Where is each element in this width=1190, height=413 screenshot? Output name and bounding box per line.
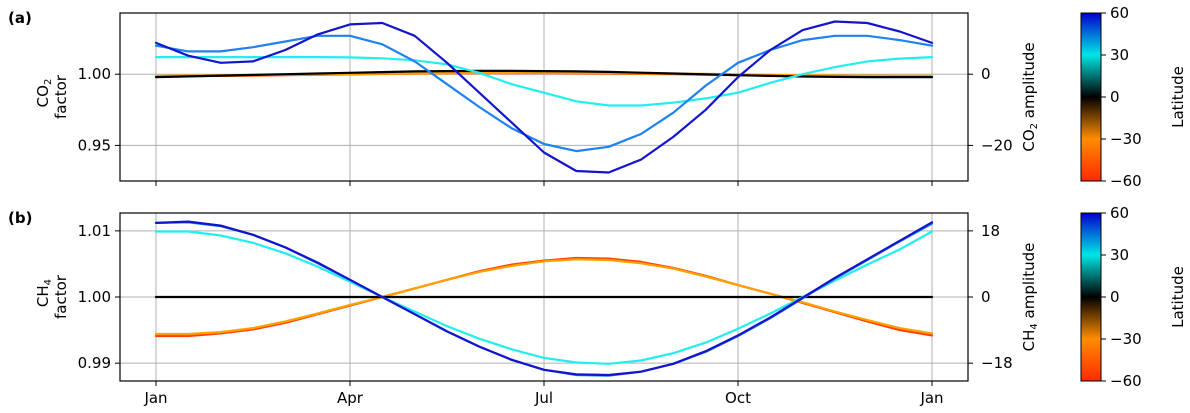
colorbar-tick-label: 30 <box>1110 46 1129 64</box>
x-tick-label: Jan <box>919 389 943 407</box>
colorbar-tick-label: −30 <box>1110 130 1142 148</box>
x-tick-label: Apr <box>337 389 364 407</box>
colorbar-tick-label: −60 <box>1110 372 1142 390</box>
series-line <box>154 258 934 336</box>
colorbar-gradient <box>1080 12 1102 182</box>
colorbar-0: 60 30 0 −30 −60 Latitude <box>1080 4 1187 190</box>
panel-label: (b) <box>8 209 32 227</box>
panel-label: (a) <box>8 9 32 27</box>
y-tick-label-left: 1.00 <box>78 288 111 306</box>
colorbar-tick-label: 60 <box>1110 4 1129 22</box>
y-tick-label-right: 0 <box>981 288 991 306</box>
series-line <box>154 55 934 107</box>
colorbar-tick-label: −30 <box>1110 330 1142 348</box>
y-tick-label-right: −20 <box>981 136 1013 154</box>
colorbar-tick-label: 30 <box>1110 246 1129 264</box>
panel-1: Jan Apr Jul Oct Jan 0.99 1.00 1.01 −18 0 18 (b) CH4f… <box>8 209 1040 407</box>
colorbar-tick-label: 60 <box>1110 204 1129 222</box>
y-tick-label-left: 0.95 <box>78 136 111 154</box>
series-line <box>154 69 934 79</box>
y-axis-label-left-line2: factor <box>52 274 70 319</box>
x-tick-label: Jul <box>534 389 553 407</box>
series-line <box>154 20 934 174</box>
colorbar-label: Latitude <box>1169 266 1187 328</box>
colorbar-tick-label: −60 <box>1110 172 1142 190</box>
y-axis-label-right: CH4 amplitude <box>1020 243 1040 352</box>
y-tick-label-right: 18 <box>981 222 1000 240</box>
x-tick-label: Jan <box>143 389 167 407</box>
y-tick-label-left: 0.99 <box>78 354 111 372</box>
y-axis-label-right: CO2 amplitude <box>1020 42 1040 151</box>
y-axis-label-left: CO2 <box>34 79 54 108</box>
y-axis-label-left: CH4 <box>34 279 54 307</box>
y-tick-label-right: 0 <box>981 65 991 83</box>
colorbar-1: 60 30 0 −30 −60 Latitude <box>1080 204 1187 390</box>
x-tick-label: Oct <box>725 389 751 407</box>
colorbar-tick-label: 0 <box>1110 88 1120 106</box>
colorbar-label: Latitude <box>1169 66 1187 128</box>
series-line <box>154 220 934 377</box>
y-tick-label-left: 1.01 <box>78 222 111 240</box>
y-axis-label-left-line2: factor <box>52 74 70 119</box>
y-tick-label-left: 1.00 <box>78 65 111 83</box>
colorbar-gradient <box>1080 212 1102 382</box>
colorbar-tick-label: 0 <box>1110 288 1120 306</box>
y-tick-label-right: −18 <box>981 354 1013 372</box>
series-line <box>154 34 934 153</box>
